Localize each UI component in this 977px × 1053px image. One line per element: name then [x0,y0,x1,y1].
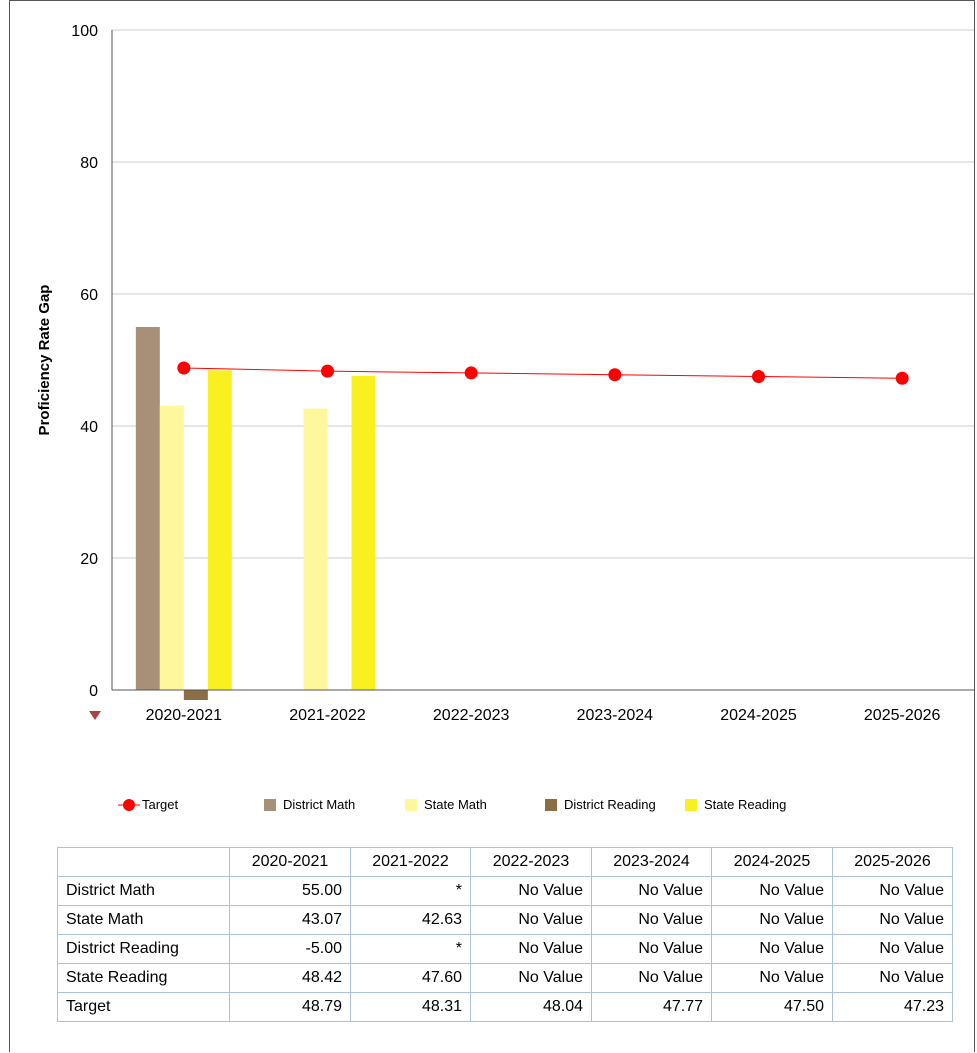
table-cell: 48.31 [350,992,471,1022]
legend-label-state-reading: State Reading [704,797,787,812]
table-cell: No Value [591,876,712,906]
table-cell: No Value [470,876,592,906]
table-row: District Math 55.00 * No Value No Value … [57,876,953,906]
bar-state-reading[interactable] [207,370,232,690]
table-cell: 55.00 [229,876,351,906]
target-point[interactable] [177,361,191,375]
table-cell: No Value [832,963,953,993]
table-row-label: District Math [57,876,230,906]
table-cell: 43.07 [229,905,351,935]
table-row-label: State Reading [57,963,230,993]
target-marker-icon [118,799,140,811]
x-tick-label: 2023-2024 [577,707,654,724]
table-cell: No Value [470,963,592,993]
table-cell: * [350,934,471,964]
x-tick-label: 2025-2026 [864,707,941,724]
table-cell: 42.63 [350,905,471,935]
table-cell: No Value [591,963,712,993]
table-cell: 47.77 [591,992,712,1022]
table-cell: No Value [832,934,953,964]
legend-label-district-math: District Math [283,797,356,812]
table-header-cell: 2025-2026 [832,847,953,877]
table-cell: No Value [832,876,953,906]
state-math-swatch [405,799,417,811]
data-table: 2020-2021 2021-2022 2022-2023 2023-2024 … [57,847,953,1022]
table-cell: -5.00 [229,934,351,964]
target-point[interactable] [752,370,765,383]
table-cell: 48.42 [229,963,351,993]
district-math-swatch [264,799,276,811]
table-header-cell [57,847,230,877]
district-reading-swatch [545,799,557,811]
legend-label-target: Target [142,797,179,812]
table-cell: No Value [711,963,833,993]
line-layer [177,361,909,385]
y-tick-label: 40 [80,419,98,436]
bar-state-reading[interactable] [351,375,376,690]
x-tick-label: 2021-2022 [289,707,366,724]
table-row-label: State Math [57,905,230,935]
table-row: Target 48.79 48.31 48.04 47.77 47.50 47.… [57,992,953,1022]
table-header-cell: 2024-2025 [711,847,833,877]
chart-frame [9,0,975,1052]
axis-layer: 0 20 40 60 80 100 2020-2021 2021-2022 2022-2023 2… [71,23,974,724]
y-tick-label: 100 [71,23,98,40]
bar-layer [135,327,376,700]
y-tick-label: 0 [89,683,98,700]
table-row: State Math 43.07 42.63 No Value No Value… [57,905,953,935]
chart-svg: 0 20 40 60 80 100 2020-2021 2021-2022 2022-2023 2… [36,23,974,724]
target-point[interactable] [321,364,334,378]
x-tick-label: 2024-2025 [720,707,797,724]
target-line [183,367,903,379]
target-point[interactable] [895,371,909,385]
table-cell: 47.50 [711,992,833,1022]
table-cell: 48.79 [229,992,351,1022]
table-row-label: District Reading [57,934,230,964]
target-point[interactable] [608,368,622,382]
y-axis-label: Proficiency Rate Gap [36,285,53,436]
table-cell: No Value [711,934,833,964]
target-point[interactable] [464,366,478,380]
legend-label-district-reading: District Reading [564,797,656,812]
table-header-cell: 2020-2021 [229,847,351,877]
bar-state-math[interactable] [159,405,184,690]
table-row: District Reading -5.00 * No Value No Val… [57,934,953,964]
table-header-cell: 2023-2024 [591,847,712,877]
y-tick-label: 20 [80,551,98,568]
bar-district-math[interactable] [135,327,160,690]
legend-label-state-math: State Math [424,797,487,812]
x-tick-label: 2022-2023 [433,707,510,724]
table-cell: No Value [591,934,712,964]
scroll-down-marker[interactable] [89,711,101,720]
bar-state-math[interactable] [303,408,328,690]
table-cell: No Value [470,934,592,964]
table-cell: No Value [711,876,833,906]
y-tick-label: 60 [80,287,98,304]
table-cell: 47.60 [350,963,471,993]
grid-layer [112,29,974,559]
table-cell: 48.04 [470,992,592,1022]
table-header-cell: 2022-2023 [470,847,592,877]
table-row-label: Target [57,992,230,1022]
bar-district-reading[interactable] [183,690,208,700]
state-reading-swatch [685,799,697,811]
y-tick-label: 80 [80,155,98,172]
table-cell: No Value [711,905,833,935]
table-header-cell: 2021-2022 [350,847,471,877]
table-cell: No Value [470,905,592,935]
table-cell: * [350,876,471,906]
table-header-row: 2020-2021 2021-2022 2022-2023 2023-2024 … [57,847,953,877]
table-cell: 47.23 [832,992,953,1022]
x-tick-label: 2020-2021 [146,707,223,724]
table-cell: No Value [591,905,712,935]
table-row: State Reading 48.42 47.60 No Value No Va… [57,963,953,993]
table-cell: No Value [832,905,953,935]
